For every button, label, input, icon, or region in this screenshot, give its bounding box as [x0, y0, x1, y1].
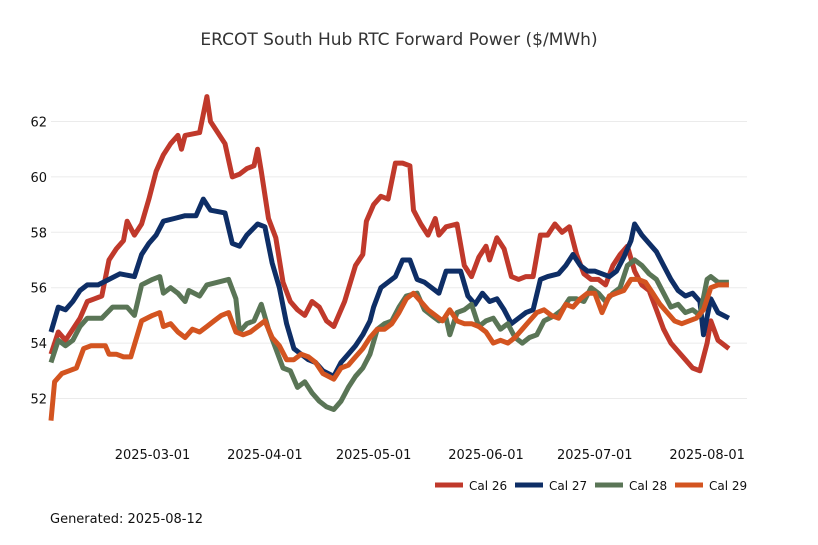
x-tick-label: 2025-06-01 [448, 448, 524, 463]
x-tick-label: 2025-05-01 [336, 448, 412, 463]
x-tick-label: 2025-08-01 [669, 448, 745, 463]
plot-area [48, 94, 731, 421]
x-tick-label: 2025-07-01 [557, 448, 633, 463]
generated-footnote: Generated: 2025-08-12 [50, 512, 204, 527]
series-line-cal-28 [48, 257, 729, 412]
legend-label: Cal 27 [549, 479, 587, 493]
y-tick-label: 52 [30, 392, 47, 407]
y-tick-label: 60 [30, 171, 47, 186]
x-axis: 2025-03-01 2025-04-01 2025-05-01 2025-06-01… [115, 448, 745, 463]
series-line-cal-26 [48, 94, 731, 374]
chart-title: ERCOT South Hub RTC Forward Power ($/MWh… [200, 30, 597, 50]
series-line-cal-29 [48, 276, 729, 421]
series-line-cal-27 [48, 196, 731, 379]
y-tick-label: 58 [30, 226, 47, 241]
y-tick-label: 54 [30, 337, 47, 352]
x-tick-label: 2025-04-01 [227, 448, 303, 463]
legend-label: Cal 29 [709, 479, 747, 493]
legend-label: Cal 28 [629, 479, 667, 493]
legend-label: Cal 26 [469, 479, 507, 493]
x-tick-label: 2025-03-01 [115, 448, 191, 463]
y-axis: 52 54 56 58 60 62 [30, 116, 47, 408]
legend: Cal 26 Cal 27 Cal 28 Cal 29 [435, 479, 747, 493]
y-tick-label: 62 [30, 116, 47, 131]
y-tick-label: 56 [30, 282, 47, 297]
